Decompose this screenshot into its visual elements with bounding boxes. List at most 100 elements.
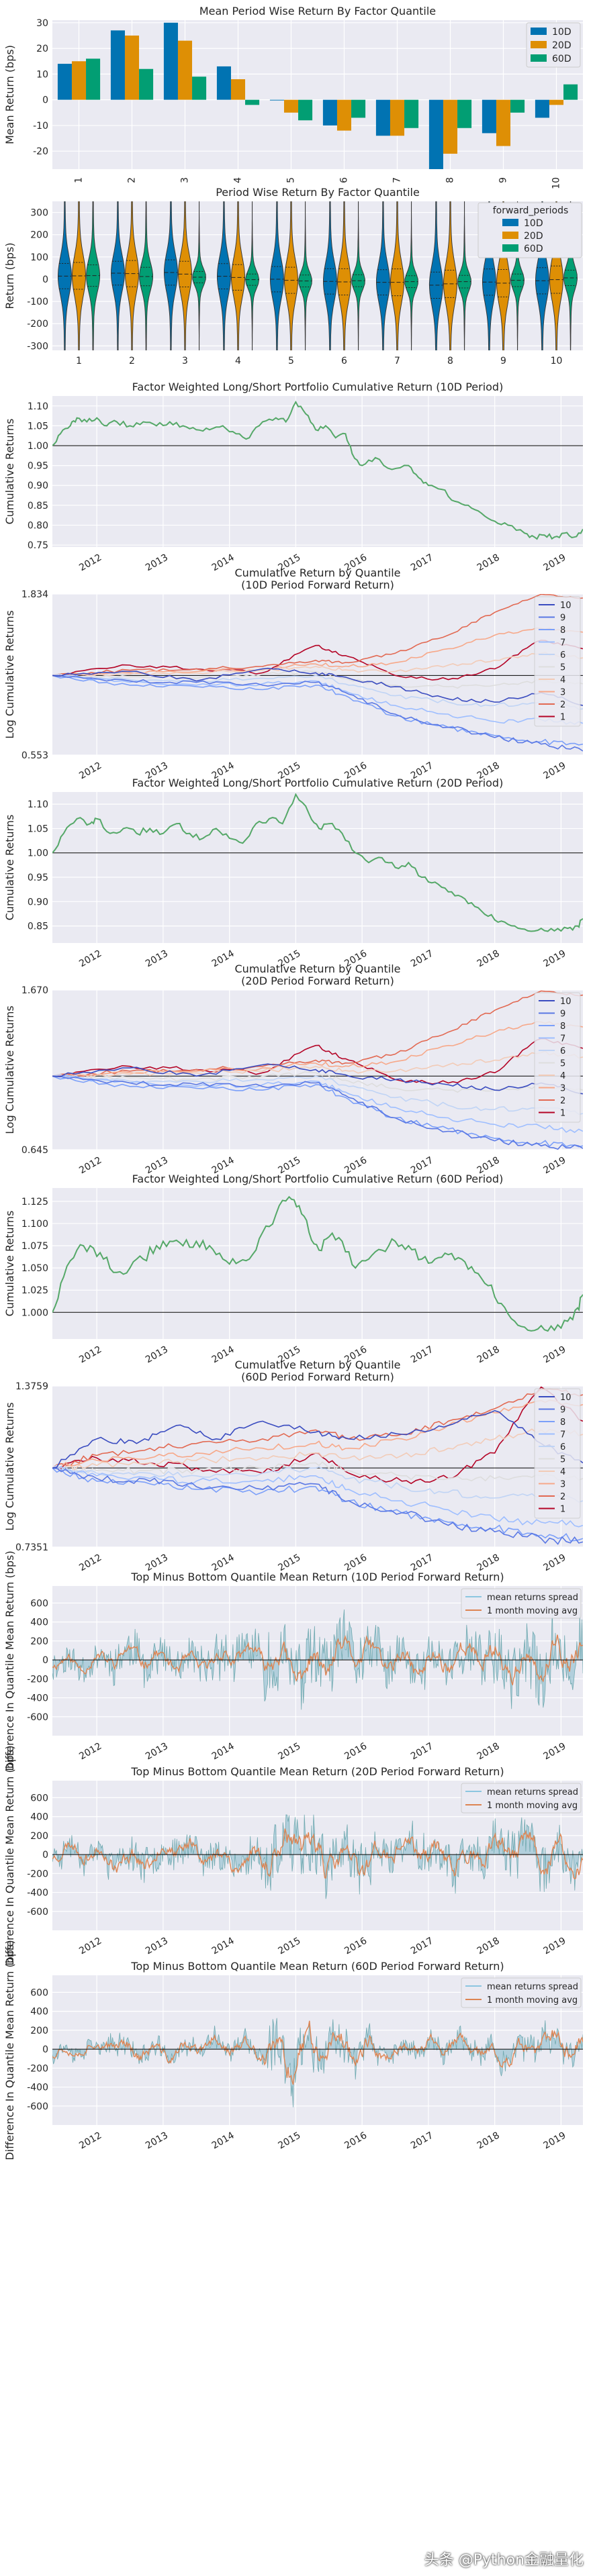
- chart-title: Factor Weighted Long/Short Portfolio Cum…: [132, 1173, 504, 1185]
- bar-20D-q1: [71, 61, 87, 100]
- x-tick-label: 2017: [409, 1344, 435, 1366]
- legend-label-spread: mean returns spread: [487, 1593, 578, 1603]
- x-tick-label: 2017: [409, 1936, 435, 1957]
- y-tick-label: 200: [30, 230, 48, 241]
- bar-10D-q4: [216, 66, 231, 100]
- violin-10D-q2: [110, 201, 125, 350]
- y-tick-label: 200: [30, 1636, 48, 1647]
- y-axis-label: Difference In Quantile Mean Return (bps): [3, 1550, 16, 1771]
- x-tick-label: 2013: [144, 1344, 170, 1366]
- y-tick-label: -400: [27, 2083, 48, 2093]
- legend-label-7: 7: [560, 1034, 565, 1044]
- bar-10D-q9: [482, 99, 496, 134]
- plot-background: [52, 396, 583, 547]
- chart-title: Mean Period Wise Return By Factor Quanti…: [199, 5, 436, 17]
- series-line-7: [52, 675, 583, 726]
- x-tick-label: 2012: [77, 1155, 103, 1177]
- legend-box: [534, 992, 581, 1123]
- legend-box: [461, 1783, 582, 1814]
- series-line-1-month-moving-avg: [52, 2020, 583, 2085]
- y-tick-label: -200: [27, 2063, 48, 2074]
- x-tick-label: 2018: [475, 1344, 502, 1366]
- y-tick-label: 400: [30, 1618, 48, 1628]
- lines: [52, 793, 583, 932]
- x-tick-label: 5: [288, 356, 294, 366]
- y-tick-label: 600: [30, 1598, 48, 1609]
- violin-10D-q7: [376, 201, 390, 350]
- legend-swatch-20D: [502, 232, 518, 239]
- y-tick-label: 200: [30, 1831, 48, 1842]
- area-series: [52, 2018, 583, 2108]
- bar-10D-q8: [428, 99, 443, 169]
- y-tick-label: 0: [42, 275, 48, 285]
- y-tick-label: 1.075: [21, 1241, 48, 1252]
- bar-10D-q3: [163, 22, 178, 100]
- bar-60D-q1: [86, 58, 101, 100]
- legend-label-3: 3: [560, 1480, 565, 1490]
- x-tick-label: 2014: [210, 1936, 236, 1957]
- x-tick-label: 2019: [542, 1344, 568, 1366]
- violin-60D-q5: [298, 201, 312, 350]
- area-series: [52, 1608, 583, 1710]
- legend-label-9: 9: [560, 613, 565, 624]
- legend-label-7: 7: [560, 638, 565, 648]
- y-axis-label: Cumulative Returns: [3, 815, 16, 921]
- x-tick-label: 2012: [77, 760, 103, 782]
- y-tick-label: 600: [30, 1793, 48, 1803]
- x-tick-label: 8: [445, 177, 456, 183]
- y-tick-label: 1.05: [28, 824, 48, 834]
- series-line-7: [52, 1465, 583, 1528]
- legend-label-4: 4: [560, 1467, 565, 1477]
- lines: [52, 1386, 583, 1545]
- x-tick-label: 2019: [542, 1155, 568, 1177]
- x-tick-label: 2018: [475, 1936, 502, 1957]
- legend-swatch-10D: [502, 219, 518, 226]
- chart-c9: Top Minus Bottom Quantile Mean Return (1…: [3, 1550, 583, 1771]
- legend-box: [534, 596, 581, 727]
- legend-label-1: 1: [560, 1109, 565, 1119]
- y-tick-label: 0.645: [21, 1145, 48, 1156]
- bar-60D-q5: [298, 99, 313, 121]
- y-tick-label: 1.670: [21, 985, 48, 996]
- series-line-8: [52, 1467, 583, 1542]
- legend-label-1: 1: [560, 1505, 565, 1515]
- violin-20D-q4: [230, 201, 246, 350]
- x-tick-label: 7: [394, 356, 400, 366]
- legend-label-10: 10: [560, 1393, 572, 1403]
- bar-60D-q10: [563, 84, 578, 100]
- legend-label-5: 5: [560, 1059, 565, 1069]
- y-tick-label: 1.00: [28, 441, 48, 452]
- lines: [52, 594, 583, 752]
- y-tick-label: 1.05: [28, 421, 48, 432]
- series-line-3: [52, 1399, 583, 1469]
- y-tick-label: -600: [27, 1712, 48, 1723]
- watermark: 头条 @Python金融量化: [424, 2552, 584, 2569]
- series-line-9: [52, 1075, 583, 1150]
- legend-label-2: 2: [560, 1096, 565, 1106]
- x-tick-label: 2016: [343, 1741, 369, 1763]
- x-tick-label: 4: [235, 356, 241, 366]
- x-tick-label: 2018: [475, 1741, 502, 1763]
- bar-20D-q10: [549, 99, 564, 105]
- y-axis-label: Difference In Quantile Mean Return (bps): [3, 1745, 16, 1965]
- legend-swatch-60D: [531, 54, 547, 62]
- series-line-6: [52, 1074, 583, 1116]
- x-tick-label: 5: [286, 177, 297, 183]
- bar-10D-q10: [535, 99, 549, 118]
- x-tick-label: 2012: [77, 1344, 103, 1366]
- x-tick-label: 2014: [210, 552, 236, 574]
- y-axis-label: Difference In Quantile Mean Return (bps): [3, 1940, 16, 2160]
- x-tick-label: 2013: [144, 1741, 170, 1763]
- legend-label-5: 5: [560, 1455, 565, 1465]
- lines: [52, 400, 583, 540]
- series-line-10: [52, 1409, 583, 1469]
- legend-box: [461, 1977, 582, 2008]
- y-tick-label: 0.85: [28, 922, 48, 932]
- y-axis-label: Log Cumulative Returns: [3, 610, 16, 739]
- series-line-8: [52, 1075, 583, 1148]
- legend-label-7: 7: [560, 1430, 565, 1440]
- y-tick-label: 1.10: [28, 799, 48, 810]
- violin-20D-q5: [283, 201, 299, 350]
- series-line-3: [52, 627, 583, 677]
- bar-60D-q2: [139, 68, 154, 100]
